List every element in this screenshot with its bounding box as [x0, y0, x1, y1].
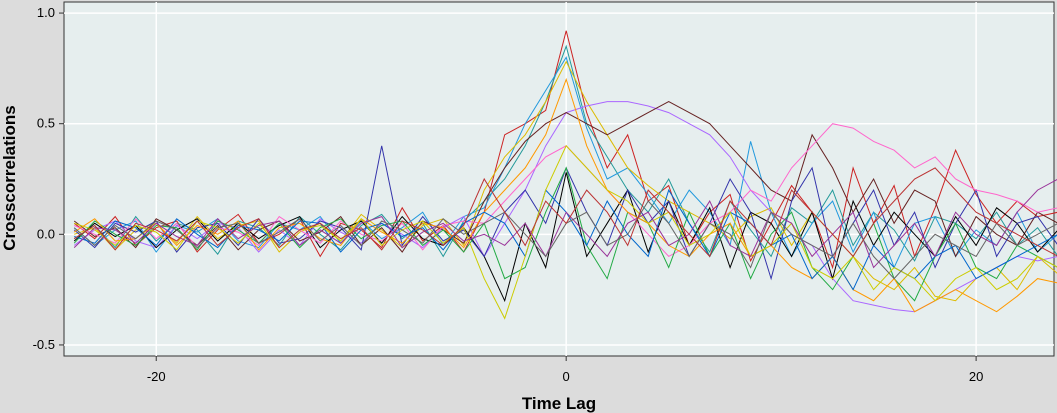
y-axis-label: Crosscorrelations: [0, 105, 19, 251]
y-axis-ticks: -0.5 0.0 0.5 1.0: [33, 5, 64, 352]
x-tick-label: 0: [563, 369, 570, 384]
x-axis-label: Time Lag: [522, 394, 596, 413]
series-lines: [73, 30, 1057, 320]
series-line-6: [73, 101, 1057, 258]
series-line-14: [73, 179, 1057, 269]
x-axis-ticks: -20 0 20: [147, 356, 983, 384]
y-tick-label: -0.5: [33, 337, 55, 352]
y-tick-label: 1.0: [37, 5, 55, 20]
series-line-13: [74, 144, 1057, 320]
series-line-16: [73, 167, 1057, 258]
x-tick-label: -20: [147, 369, 166, 384]
y-tick-label: 0.0: [37, 226, 55, 241]
plot-area: [63, 1, 1055, 357]
x-tick-label: 20: [969, 369, 983, 384]
series-line-1: [73, 30, 1057, 270]
y-tick-label: 0.5: [37, 116, 55, 131]
